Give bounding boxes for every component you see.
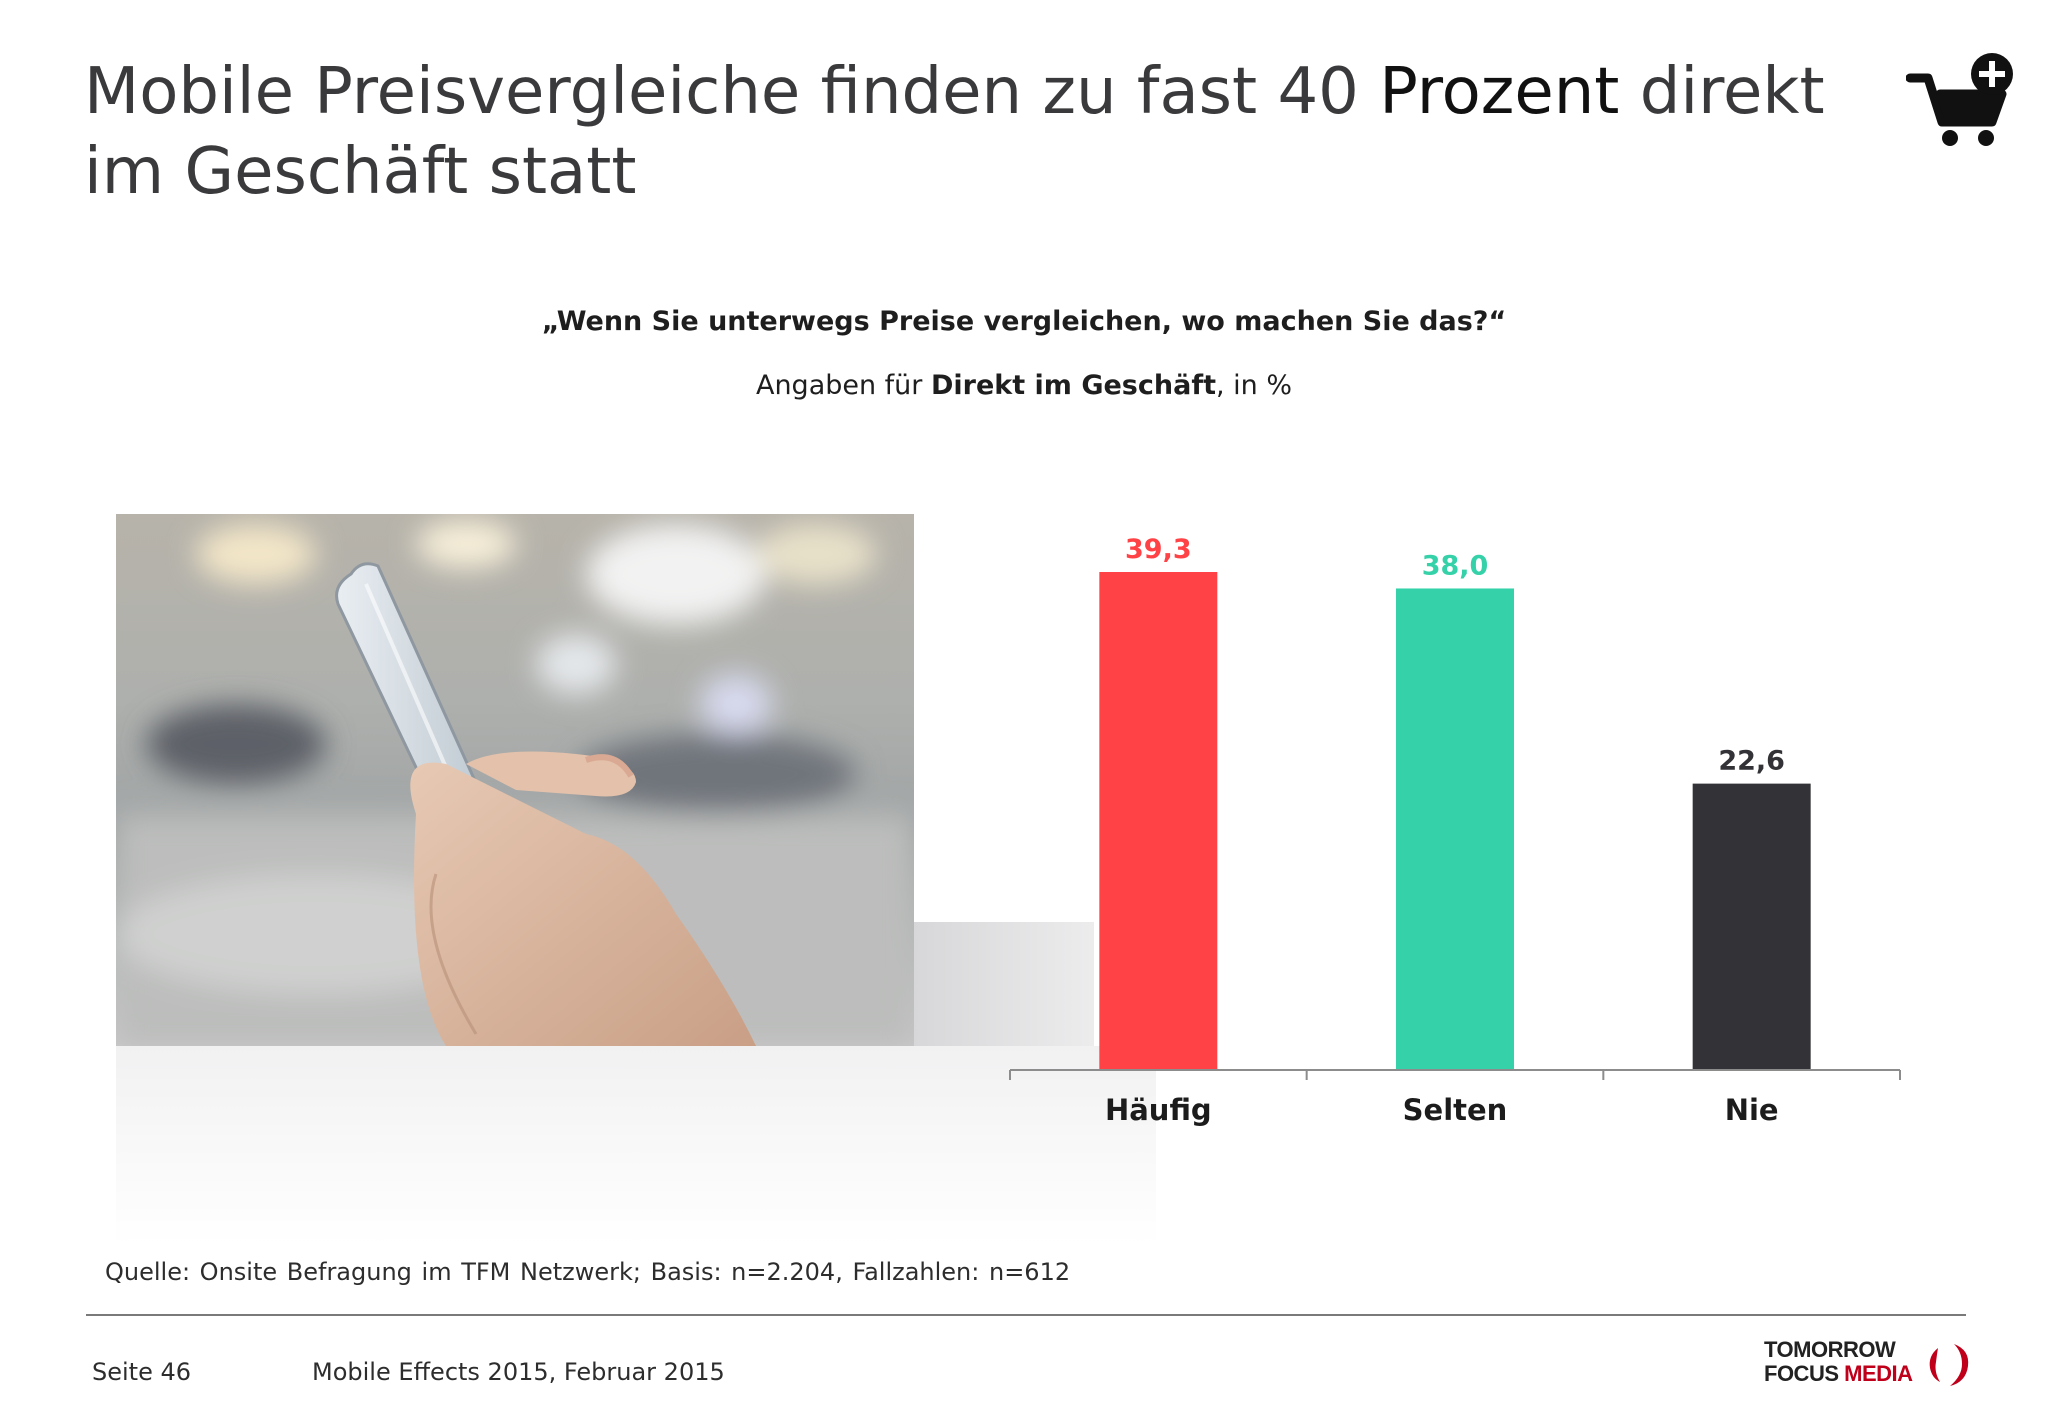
basis-bold: Direkt im Geschäft bbox=[930, 370, 1216, 401]
report-name: Mobile Effects 2015, Februar 2015 bbox=[312, 1358, 725, 1386]
basis-prefix: Angaben für bbox=[755, 370, 931, 401]
title-emphasis: Prozent bbox=[1379, 55, 1620, 129]
survey-question: „Wenn Sie unterwegs Preise vergleichen, … bbox=[541, 306, 1507, 337]
title-part-1: Mobile Preisvergleiche finden zu fast 40 bbox=[84, 55, 1380, 129]
photo-shadow bbox=[914, 922, 1094, 1046]
basis-suffix: , in % bbox=[1215, 370, 1293, 401]
logo-line-2: FOCUS MEDIA bbox=[1764, 1362, 1974, 1386]
bar-chart: 39,3 38,0 22,6 Häufig Selten Nie bbox=[1009, 534, 1901, 1127]
logo-swoosh-icon bbox=[1929, 1344, 1969, 1386]
footer-divider bbox=[86, 1314, 1966, 1316]
value-label-0: 39,3 bbox=[1125, 534, 1192, 565]
smartphone-hands-photo bbox=[116, 514, 914, 1046]
page-number: Seite 46 bbox=[92, 1358, 192, 1386]
value-label-2: 22,6 bbox=[1718, 746, 1785, 777]
logo-media: MEDIA bbox=[1844, 1361, 1913, 1386]
category-label-0: Häufig bbox=[1105, 1093, 1212, 1127]
page-title: Mobile Preisvergleiche finden zu fast 40… bbox=[84, 52, 1844, 212]
photo-reflection bbox=[116, 1046, 1156, 1246]
shopping-cart-add-icon bbox=[1906, 53, 2013, 146]
bar-2 bbox=[1692, 783, 1811, 1070]
logo-focus: FOCUS bbox=[1764, 1361, 1845, 1386]
source-note: Quelle: Onsite Befragung im TFM Netzwerk… bbox=[105, 1258, 1071, 1286]
logo-line-1: TOMORROW bbox=[1764, 1337, 1896, 1362]
chart-basis-note: Angaben für Direkt im Geschäft, in % bbox=[0, 370, 2048, 401]
category-label-1: Selten bbox=[1403, 1093, 1508, 1127]
category-label-2: Nie bbox=[1725, 1093, 1779, 1127]
value-label-1: 38,0 bbox=[1422, 550, 1489, 581]
bar-1 bbox=[1396, 588, 1514, 1070]
company-logo: TOMORROW FOCUS MEDIA bbox=[1764, 1338, 1974, 1394]
title-part-2: direkt im Geschäft statt bbox=[84, 55, 1825, 209]
bar-0 bbox=[1099, 572, 1218, 1070]
